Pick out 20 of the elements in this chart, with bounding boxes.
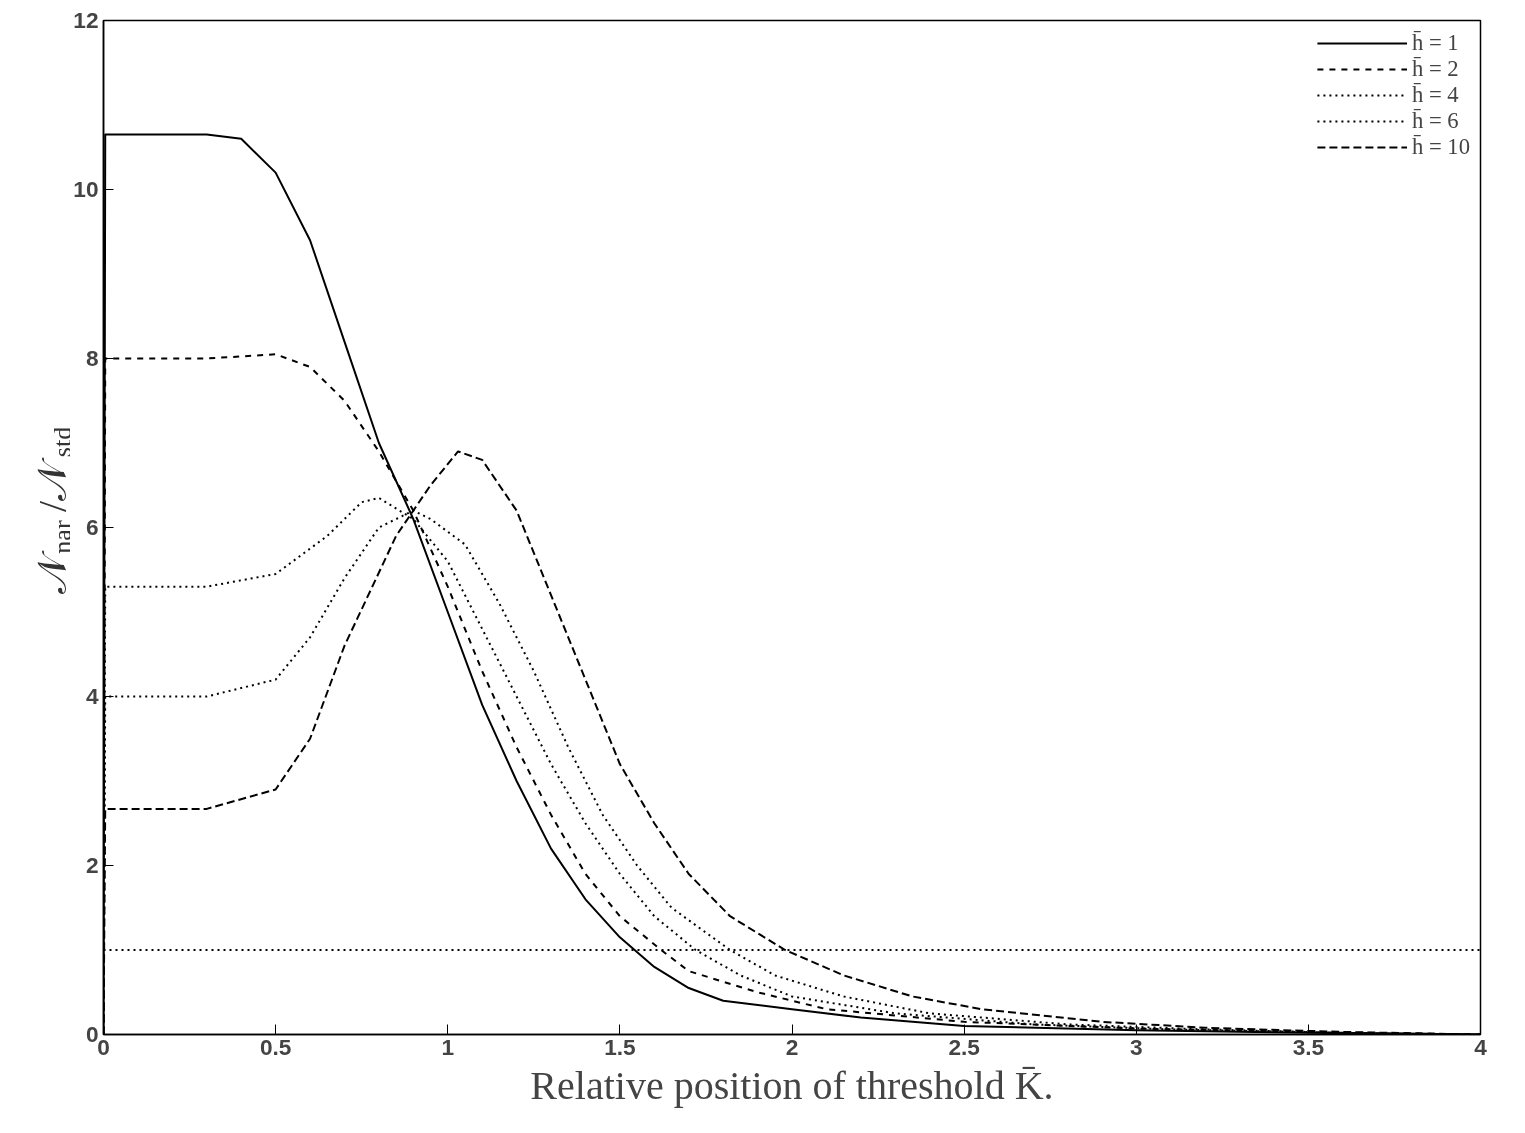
x-tick-label: 3 bbox=[1129, 1033, 1143, 1060]
y-tick-label: 10 bbox=[73, 176, 99, 202]
legend-label: h̄ = 2 bbox=[1411, 56, 1459, 82]
legend-label: h̄ = 6 bbox=[1411, 108, 1459, 134]
legend-label: h̄ = 1 bbox=[1411, 30, 1459, 56]
x-tick-label: 1.5 bbox=[604, 1033, 636, 1060]
y-tick-label: 12 bbox=[73, 7, 99, 33]
y-tick-label: 8 bbox=[85, 345, 99, 371]
x-tick-label: 1 bbox=[441, 1033, 455, 1060]
x-tick-label: 0.5 bbox=[259, 1033, 292, 1060]
x-tick-label: 4 bbox=[1474, 1033, 1488, 1060]
y-tick-label: 4 bbox=[85, 683, 99, 709]
x-axis-title: Relative position of threshold K̄. bbox=[530, 1062, 1054, 1108]
legend-label: h̄ = 10 bbox=[1411, 134, 1470, 160]
legend-label: h̄ = 4 bbox=[1411, 82, 1459, 108]
y-tick-label: 2 bbox=[85, 852, 99, 878]
x-tick-label: 2 bbox=[785, 1033, 799, 1060]
y-tick-label: 6 bbox=[85, 514, 99, 540]
x-tick-label: 2.5 bbox=[948, 1033, 980, 1060]
x-tick-label: 3.5 bbox=[1292, 1033, 1325, 1060]
